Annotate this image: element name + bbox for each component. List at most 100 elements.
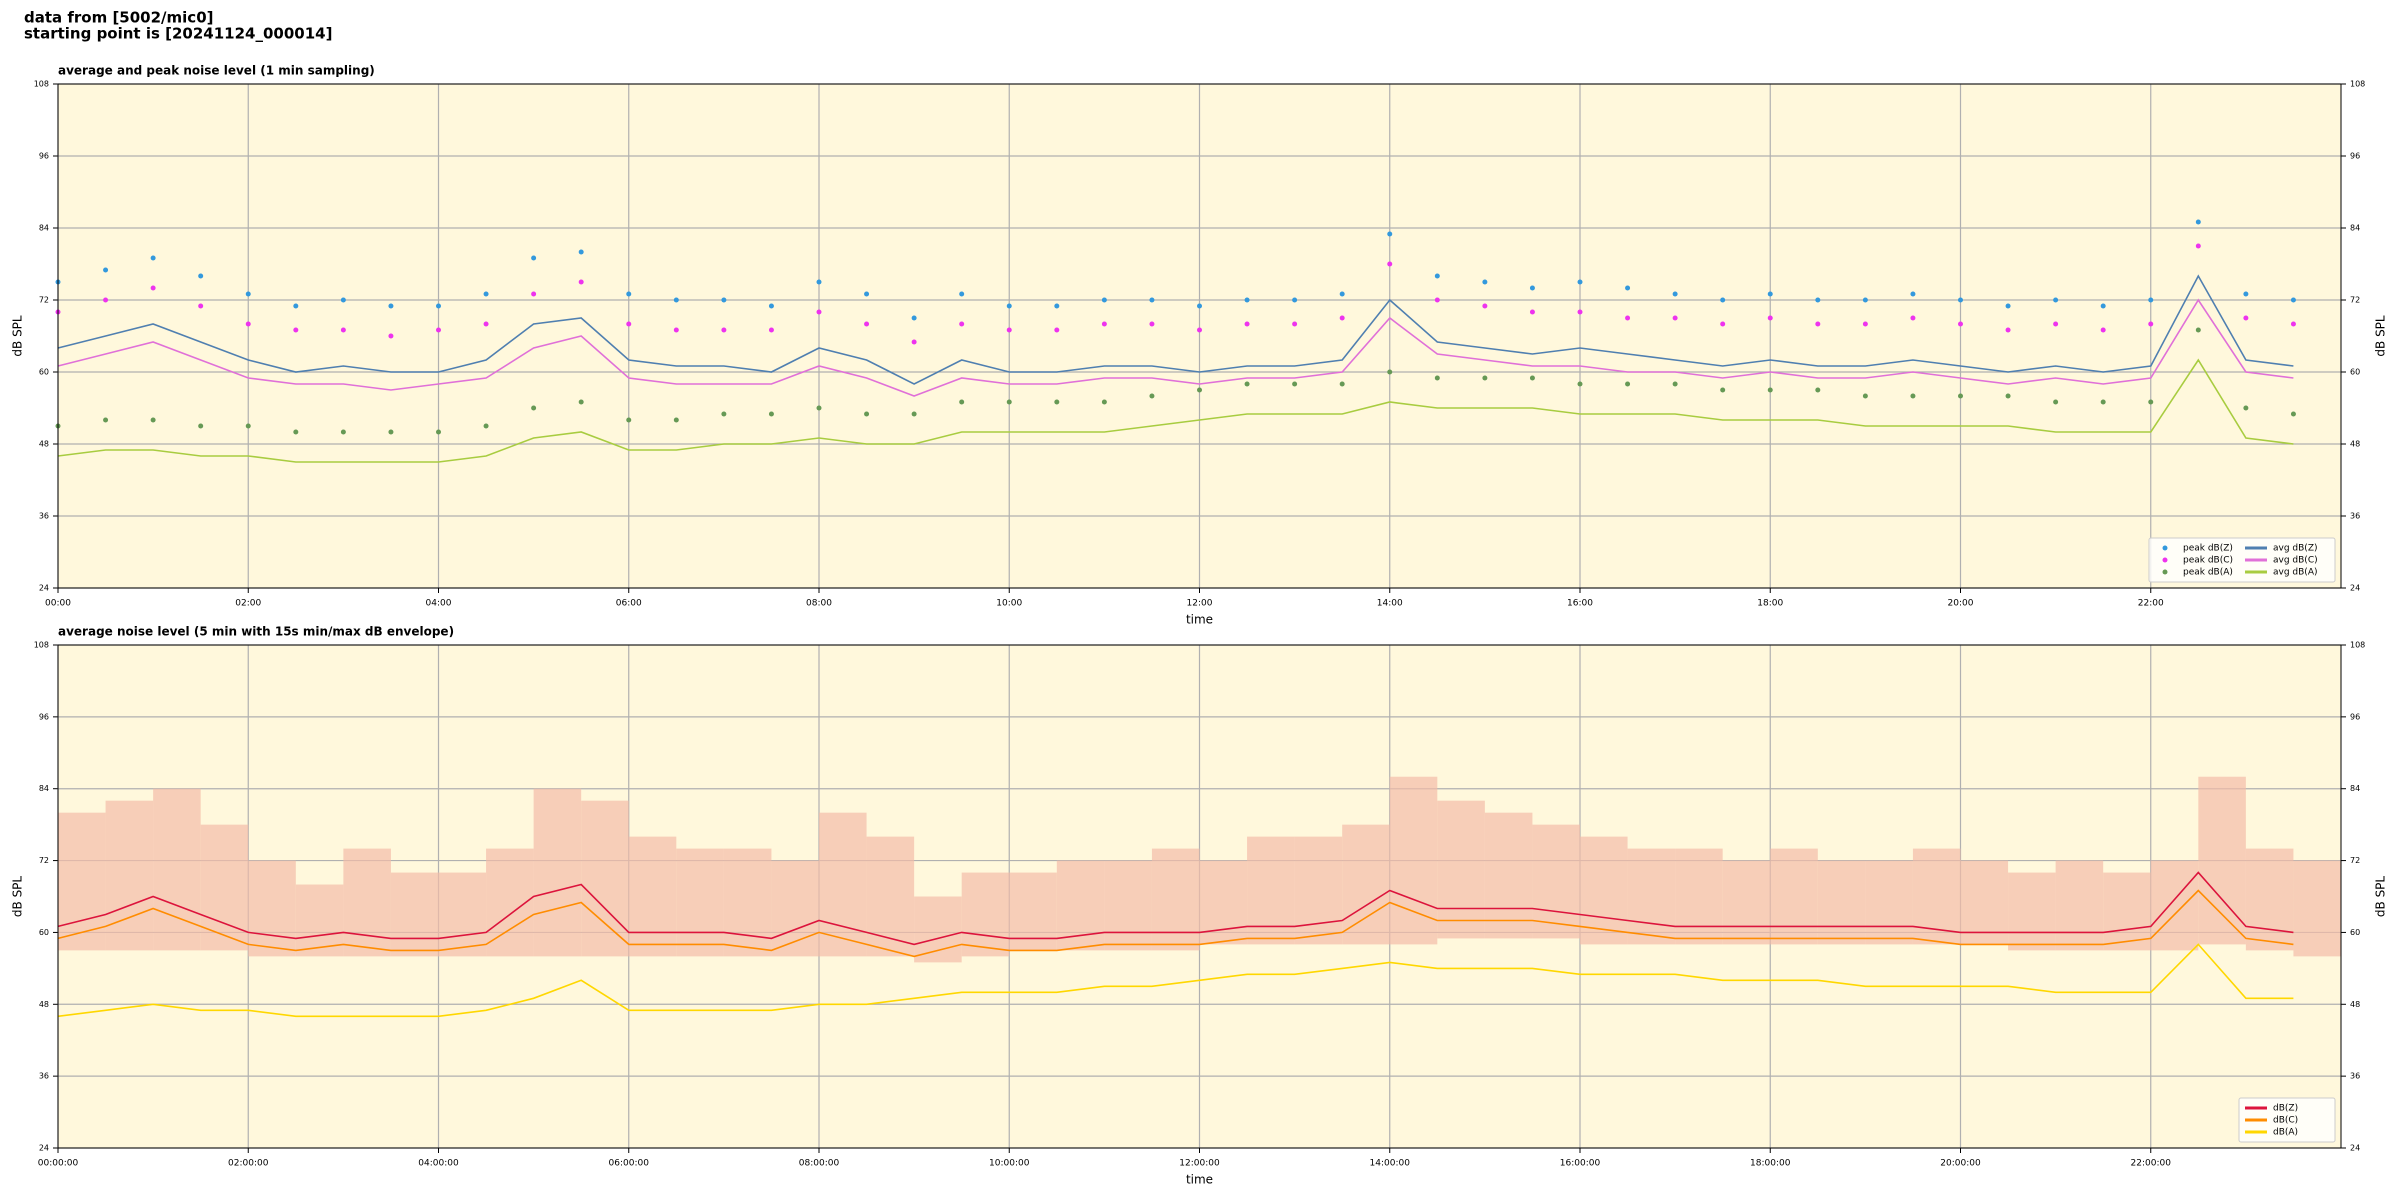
chart-title: average and peak noise level (1 min samp… <box>58 64 375 78</box>
peak-dot <box>531 255 537 261</box>
legend-label: peak dB(Z) <box>2183 544 2233 554</box>
envelope-band <box>1675 848 1723 945</box>
peak-dot <box>1339 315 1345 321</box>
peak-dot <box>1054 327 1060 333</box>
peak-dot <box>2053 321 2059 327</box>
peak-dot <box>483 423 489 429</box>
peak-dot <box>578 279 584 285</box>
peak-dot <box>1862 297 1868 303</box>
peak-dot <box>150 255 156 261</box>
peak-dot <box>1672 291 1678 297</box>
envelope-band <box>248 860 296 957</box>
peak-dot <box>531 405 537 411</box>
envelope-band <box>914 896 962 963</box>
legend-label: dB(A) <box>2273 1128 2298 1138</box>
x-axis-label: time <box>1186 1173 1213 1187</box>
peak-dot <box>768 411 774 417</box>
envelope-band <box>1960 860 2009 945</box>
peak-dot <box>1387 231 1393 237</box>
y-tick-label: 36 <box>2350 512 2360 521</box>
y-tick-label: 36 <box>2350 1072 2360 1081</box>
peak-dot <box>673 327 679 333</box>
peak-dot <box>388 429 394 435</box>
y-tick-label: 84 <box>39 224 49 233</box>
y-tick-label: 72 <box>2350 856 2360 865</box>
y-tick-label: 36 <box>39 1072 49 1081</box>
peak-dot <box>1149 393 1155 399</box>
peak-dot <box>578 249 584 255</box>
y-tick-label: 96 <box>2350 712 2360 721</box>
envelope-band <box>2245 848 2294 951</box>
peak-dot <box>816 309 822 315</box>
peak-dot <box>245 423 251 429</box>
series-line <box>57 358 2294 463</box>
peak-dot <box>1006 399 1012 405</box>
x-tick-label: 06:00 <box>616 599 642 609</box>
peak-dot <box>1244 297 1250 303</box>
chart-title: average noise level (5 min with 15s min/… <box>58 625 454 639</box>
series-line <box>57 871 2294 946</box>
envelope-band <box>771 860 819 957</box>
peak-dot <box>293 303 299 309</box>
peak-dot <box>2005 393 2011 399</box>
peak-dot <box>816 279 822 285</box>
peak-dot <box>1625 285 1631 291</box>
peak-dot <box>1529 375 1535 381</box>
peak-dot <box>103 297 109 303</box>
x-tick-label: 06:00:00 <box>609 1159 650 1169</box>
peak-dot <box>1529 285 1535 291</box>
x-tick-label: 00:00:00 <box>38 1159 79 1169</box>
x-tick-label: 02:00:00 <box>228 1159 269 1169</box>
envelope-band <box>819 812 867 957</box>
peak-dot <box>1958 321 1963 327</box>
peak-dot <box>1006 327 1012 333</box>
peak-dot <box>1387 261 1393 267</box>
peak-dot <box>959 399 965 405</box>
series-line <box>57 943 2294 1018</box>
peak-dot <box>626 291 632 297</box>
y-axis-label: dB SPL <box>11 876 25 918</box>
envelope-band <box>2150 860 2199 951</box>
envelope-band <box>105 800 154 951</box>
peak-dot <box>1958 393 1963 399</box>
envelope-band <box>1912 848 1961 945</box>
envelope-band <box>1865 860 1913 945</box>
envelope-band <box>438 872 487 957</box>
peak-dot <box>103 267 109 273</box>
peak-dot <box>911 411 917 417</box>
peak-dot <box>436 429 441 435</box>
x-tick-label: 18:00 <box>1757 599 1783 609</box>
x-tick-label: 16:00:00 <box>1560 1159 1601 1169</box>
plot-frame <box>57 644 2342 1149</box>
peak-dot <box>1149 297 1155 303</box>
peak-dot <box>245 321 251 327</box>
peak-dot <box>1767 387 1773 393</box>
peak-dot <box>1292 321 1298 327</box>
envelope-band <box>1151 848 1200 951</box>
y-tick-label: 72 <box>39 296 49 305</box>
peak-dot <box>2053 399 2059 405</box>
peak-dot <box>2148 399 2154 405</box>
peak-dot <box>1720 387 1726 393</box>
envelope-band <box>1389 776 1438 945</box>
envelope-band <box>1770 848 1818 945</box>
peak-dot <box>388 303 394 309</box>
envelope-band <box>58 812 106 951</box>
x-tick-label: 14:00 <box>1377 599 1403 609</box>
envelope-band <box>390 872 439 957</box>
x-tick-label: 10:00:00 <box>989 1159 1030 1169</box>
peak-dot <box>1482 303 1488 309</box>
x-tick-label: 12:00 <box>1187 599 1213 609</box>
legend-label: avg dB(C) <box>2273 556 2318 566</box>
y-axis-label: dB SPL <box>2374 876 2388 918</box>
legend-label: dB(C) <box>2273 1116 2298 1126</box>
y-tick-label: 108 <box>2350 80 2365 89</box>
peak-dot <box>864 291 870 297</box>
peak-dot <box>436 327 441 333</box>
envelope-band <box>2293 860 2341 957</box>
peak-dot <box>1862 321 1868 327</box>
x-tick-label: 22:00:00 <box>2131 1159 2172 1169</box>
peak-dot <box>198 273 204 279</box>
peak-dot <box>1244 381 1250 387</box>
